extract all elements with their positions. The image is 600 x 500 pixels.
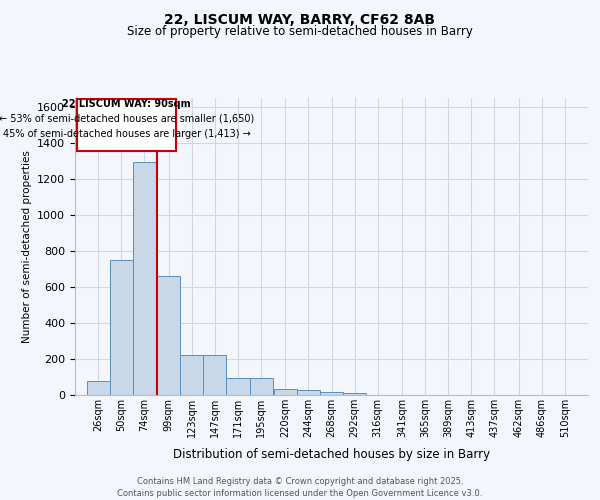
FancyBboxPatch shape	[77, 100, 176, 150]
Bar	[320, 392, 343, 395]
Bar	[250, 378, 272, 395]
Text: ← 53% of semi-detached houses are smaller (1,650): ← 53% of semi-detached houses are smalle…	[0, 113, 254, 123]
Bar	[343, 393, 366, 395]
Bar	[133, 162, 156, 395]
Text: Contains HM Land Registry data © Crown copyright and database right 2025.: Contains HM Land Registry data © Crown c…	[137, 478, 463, 486]
Bar	[180, 356, 203, 395]
X-axis label: Distribution of semi-detached houses by size in Barry: Distribution of semi-detached houses by …	[173, 448, 490, 462]
Bar	[297, 390, 320, 395]
Bar	[86, 382, 110, 395]
Bar	[274, 388, 297, 395]
Y-axis label: Number of semi-detached properties: Number of semi-detached properties	[22, 150, 32, 342]
Text: 22 LISCUM WAY: 90sqm: 22 LISCUM WAY: 90sqm	[62, 98, 191, 108]
Bar	[226, 378, 250, 395]
Bar	[203, 356, 226, 395]
Text: 22, LISCUM WAY, BARRY, CF62 8AB: 22, LISCUM WAY, BARRY, CF62 8AB	[164, 12, 436, 26]
Text: 45% of semi-detached houses are larger (1,413) →: 45% of semi-detached houses are larger (…	[3, 128, 250, 138]
Bar	[157, 276, 180, 395]
Bar	[110, 260, 133, 395]
Text: Contains public sector information licensed under the Open Government Licence v3: Contains public sector information licen…	[118, 489, 482, 498]
Text: Size of property relative to semi-detached houses in Barry: Size of property relative to semi-detach…	[127, 25, 473, 38]
